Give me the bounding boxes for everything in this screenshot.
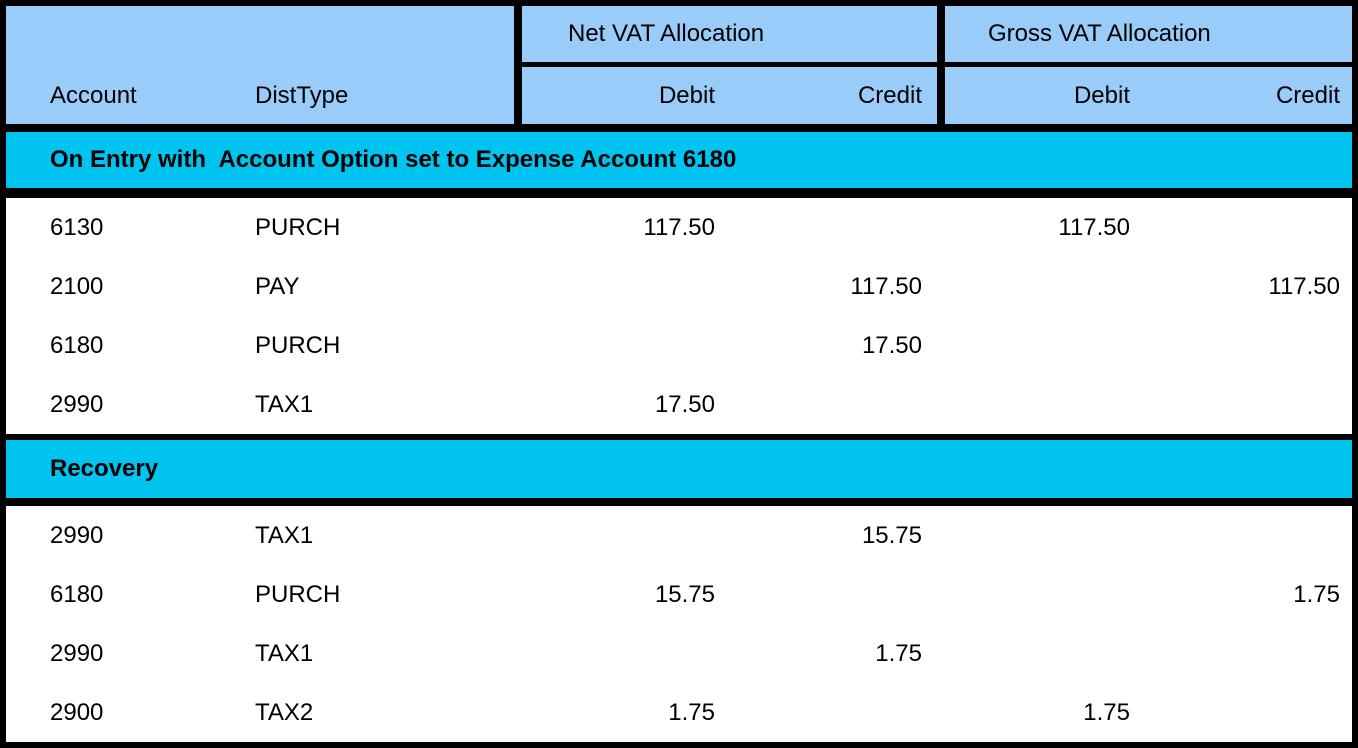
cell-net-credit: 117.50 <box>850 272 922 300</box>
cell-account: 6180 <box>50 580 104 608</box>
cell-account: 2900 <box>50 698 104 726</box>
group-header-gross-vat: Gross VAT Allocation <box>988 20 1211 47</box>
table-row: 6180 PURCH 17.50 <box>6 316 1352 375</box>
column-header-account: Account <box>50 81 137 109</box>
section-rows-on-entry: 6130 PURCH 117.50 117.50 2100 PAY 117.50… <box>6 198 1352 434</box>
section-header-recovery: Recovery <box>6 434 1352 506</box>
table-header: Net VAT Allocation Gross VAT Allocation … <box>6 6 1352 132</box>
group-header-net-vat: Net VAT Allocation <box>568 20 765 47</box>
cell-account: 2990 <box>50 521 104 549</box>
cell-account: 2990 <box>50 390 104 418</box>
cell-dist-type: PURCH <box>255 213 341 241</box>
column-header-net-debit: Debit <box>658 81 715 109</box>
cell-gross-debit: 1.75 <box>1083 698 1130 726</box>
cell-account: 6180 <box>50 331 104 359</box>
cell-account: 2100 <box>50 272 104 300</box>
cell-gross-credit: 117.50 <box>1268 272 1340 300</box>
column-header-dist-type: DistType <box>255 81 349 109</box>
column-header-gross-credit: Credit <box>1275 81 1340 109</box>
section-rows-recovery: 2990 TAX1 15.75 6180 PURCH 15.75 1.75 29… <box>6 506 1352 742</box>
cell-account: 2990 <box>50 639 104 667</box>
table-row: 2990 TAX1 15.75 <box>6 506 1352 565</box>
column-header-net-credit: Credit <box>857 81 922 109</box>
cell-net-credit: 1.75 <box>875 639 922 667</box>
table-row: 2990 TAX1 17.50 <box>6 375 1352 434</box>
cell-account: 6130 <box>50 213 104 241</box>
cell-net-debit: 15.75 <box>654 580 715 608</box>
cell-dist-type: PURCH <box>255 580 341 608</box>
cell-dist-type: TAX1 <box>255 390 314 418</box>
vertical-divider-net <box>514 6 522 124</box>
table-row: 2990 TAX1 1.75 <box>6 624 1352 683</box>
cell-net-debit: 17.50 <box>654 390 715 418</box>
cell-dist-type: PAY <box>255 272 300 300</box>
table-row: 6130 PURCH 117.50 117.50 <box>6 198 1352 257</box>
cell-gross-credit: 1.75 <box>1293 580 1340 608</box>
cell-dist-type: TAX1 <box>255 639 314 667</box>
section-header-on-entry: On Entry with Account Option set to Expe… <box>6 132 1352 198</box>
vertical-divider-gross <box>937 6 945 124</box>
column-header-gross-debit: Debit <box>1073 81 1130 109</box>
table-row: 2100 PAY 117.50 117.50 <box>6 257 1352 316</box>
cell-dist-type: PURCH <box>255 331 341 359</box>
cell-net-debit: 117.50 <box>643 213 715 241</box>
cell-gross-debit: 117.50 <box>1058 213 1130 241</box>
table-row: 2900 TAX2 1.75 1.75 <box>6 683 1352 742</box>
cell-dist-type: TAX1 <box>255 521 314 549</box>
table-row: 6180 PURCH 15.75 1.75 <box>6 565 1352 624</box>
column-header-row: Account DistType Debit Credit Debit Cred… <box>6 67 1352 124</box>
cell-dist-type: TAX2 <box>255 698 314 726</box>
cell-net-credit: 15.75 <box>861 521 922 549</box>
group-header-divider <box>514 62 1352 67</box>
cell-net-debit: 1.75 <box>668 698 715 726</box>
cell-net-credit: 17.50 <box>861 331 922 359</box>
